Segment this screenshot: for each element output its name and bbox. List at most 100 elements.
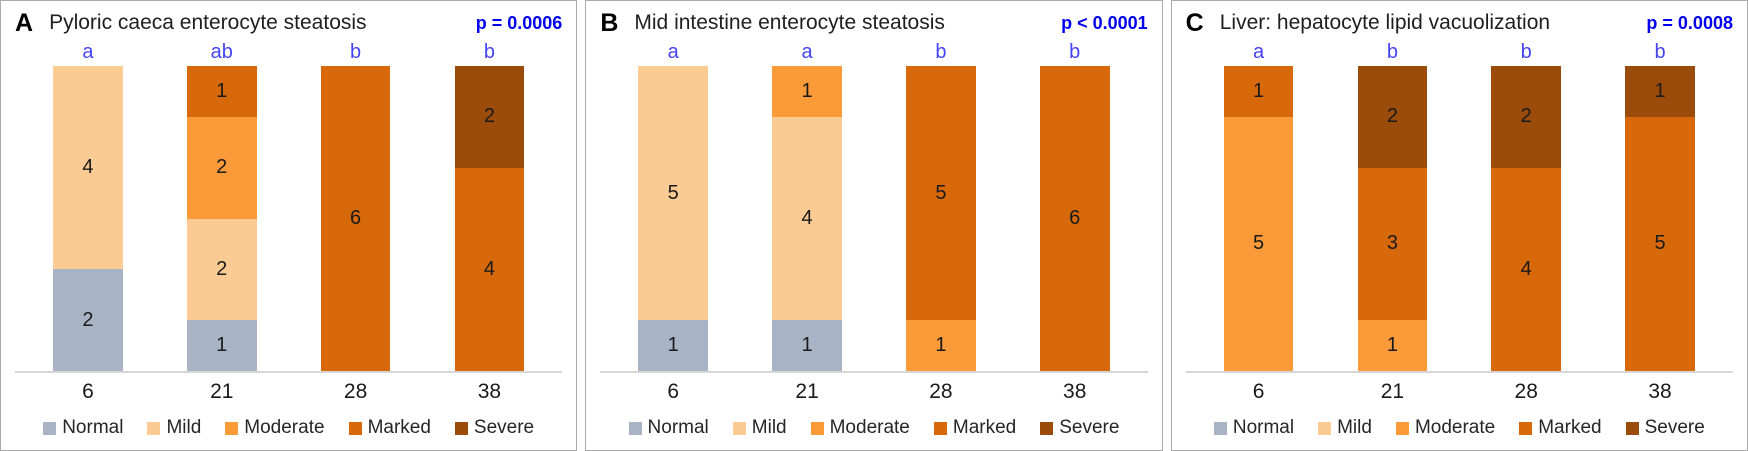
bar-segment-normal: 2: [53, 269, 123, 371]
legend-item-mild: Mild: [147, 417, 201, 439]
bar-segment-normal: 1: [638, 320, 709, 371]
legend: Normal Mild Moderate Marked Severe: [600, 411, 1147, 445]
legend-item-marked: Marked: [348, 417, 431, 439]
bar-segment-marked: 6: [320, 66, 391, 371]
bar-segment-mild: 2: [186, 218, 257, 321]
p-value-label: p = 0.0006: [475, 12, 563, 33]
legend-swatch-mild-icon: [1318, 421, 1332, 435]
significance-letter: a: [82, 40, 94, 63]
legend-item-normal: Normal: [43, 417, 123, 439]
legend-label: Moderate: [244, 417, 325, 438]
legend-swatch-marked-icon: [933, 421, 947, 435]
legend-swatch-moderate-icon: [1395, 421, 1409, 435]
significance-letter: b: [350, 40, 362, 63]
legend-swatch-severe-icon: [1625, 421, 1639, 435]
bar-segment-severe: 1: [1625, 66, 1695, 117]
legend-swatch-marked-icon: [1519, 421, 1533, 435]
bar-segment-moderate: 5: [1223, 116, 1294, 371]
legend-item-moderate: Moderate: [225, 417, 325, 439]
legend-label: Severe: [473, 417, 535, 438]
bar-segment-marked: 5: [906, 66, 976, 321]
legend-label: Marked: [952, 417, 1017, 438]
legend: Normal Mild Moderate Marked Severe: [15, 411, 562, 445]
legend-swatch-marked-icon: [348, 421, 362, 435]
bar-column-28: 6: [289, 66, 423, 371]
legend-label: Marked: [367, 417, 431, 438]
significance-letter: b: [1520, 40, 1532, 63]
stacked-bar-38: 6: [1039, 66, 1110, 371]
legend-item-severe: Severe: [1625, 417, 1705, 439]
legend-label: Normal: [62, 417, 124, 438]
bar-segment-marked: 5: [1625, 116, 1695, 371]
x-axis-label: 38: [477, 380, 502, 403]
legend-label: Mild: [751, 417, 787, 438]
legend-item-normal: Normal: [1213, 417, 1294, 439]
x-axis-label-row: 6 21 28 38: [15, 373, 562, 411]
x-axis-label: 6: [667, 380, 680, 403]
panel-header: B Mid intestine enterocyte steatosis p < 0…: [600, 8, 1147, 38]
legend-label: Mild: [166, 417, 202, 438]
legend-swatch-mild-icon: [732, 421, 746, 435]
panel-b: B Mid intestine enterocyte steatosis p < 0…: [585, 0, 1163, 451]
x-axis-label-row: 6 21 28 38: [600, 373, 1147, 411]
legend-swatch-normal-icon: [1213, 421, 1227, 435]
bar-segment-mild: 4: [53, 66, 123, 270]
significance-letter-row: a ab b b: [15, 38, 562, 66]
x-axis-label: 21: [795, 380, 819, 403]
x-axis-label-row: 6 21 28 38: [1186, 373, 1733, 411]
legend-label: Moderate: [1414, 417, 1496, 438]
bar-segment-marked: 4: [454, 167, 525, 371]
x-axis-label: 6: [82, 380, 94, 403]
legend-swatch-normal-icon: [628, 421, 642, 435]
legend-label: Moderate: [829, 417, 910, 438]
significance-letter: ab: [210, 40, 233, 63]
panel-letter: C: [1185, 8, 1204, 37]
legend-label: Severe: [1644, 417, 1705, 438]
x-axis-label: 21: [210, 380, 234, 403]
legend-swatch-moderate-icon: [810, 421, 824, 435]
bar-segment-severe: 2: [454, 66, 525, 168]
x-axis-label: 6: [1252, 380, 1265, 403]
legend-label: Marked: [1538, 417, 1602, 438]
legend-item-mild: Mild: [732, 417, 787, 439]
legend-swatch-moderate-icon: [225, 421, 239, 435]
bar-segment-mild: 5: [638, 66, 709, 321]
legend-item-severe: Severe: [1040, 417, 1119, 439]
panel-title: Pyloric caeca enterocyte steatosis: [49, 11, 367, 34]
bar-segment-marked: 3: [1357, 167, 1428, 321]
bar-segment-severe: 2: [1357, 66, 1428, 168]
legend-item-mild: Mild: [1318, 417, 1372, 439]
panel-header: C Liver: hepatocyte lipid vacuolization p …: [1186, 8, 1733, 38]
bar-column-38: 6: [1008, 66, 1142, 371]
legend-swatch-severe-icon: [1040, 421, 1054, 435]
bar-segment-severe: 2: [1491, 66, 1562, 168]
legend-item-moderate: Moderate: [1395, 417, 1496, 439]
panel-title: Liver: hepatocyte lipid vacuolization: [1219, 11, 1551, 34]
x-axis-label: 28: [343, 380, 368, 403]
p-value-label: p < 0.0001: [1061, 12, 1148, 33]
x-axis-label: 21: [1380, 380, 1405, 403]
legend-item-severe: Severe: [454, 417, 535, 439]
panel-title: Mid intestine enterocyte steatosis: [634, 11, 945, 34]
legend-label: Normal: [647, 417, 709, 438]
bar-segment-normal: 1: [186, 320, 257, 371]
x-axis-label: 38: [1648, 380, 1672, 403]
